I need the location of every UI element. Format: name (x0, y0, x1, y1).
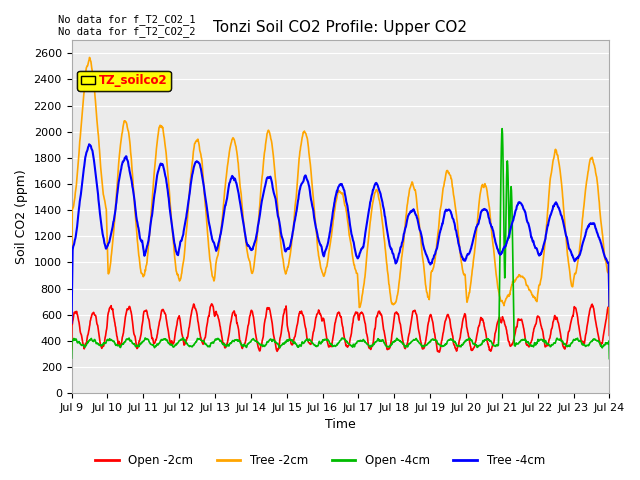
Text: No data for f_T2_CO2_2: No data for f_T2_CO2_2 (58, 26, 195, 37)
Legend: TZ_soilco2: TZ_soilco2 (77, 71, 171, 91)
Text: No data for f_T2_CO2_1: No data for f_T2_CO2_1 (58, 13, 195, 24)
Y-axis label: Soil CO2 (ppm): Soil CO2 (ppm) (15, 169, 28, 264)
X-axis label: Time: Time (325, 419, 356, 432)
Title: Tonzi Soil CO2 Profile: Upper CO2: Tonzi Soil CO2 Profile: Upper CO2 (214, 20, 467, 35)
Legend: Open -2cm, Tree -2cm, Open -4cm, Tree -4cm: Open -2cm, Tree -2cm, Open -4cm, Tree -4… (90, 449, 550, 472)
